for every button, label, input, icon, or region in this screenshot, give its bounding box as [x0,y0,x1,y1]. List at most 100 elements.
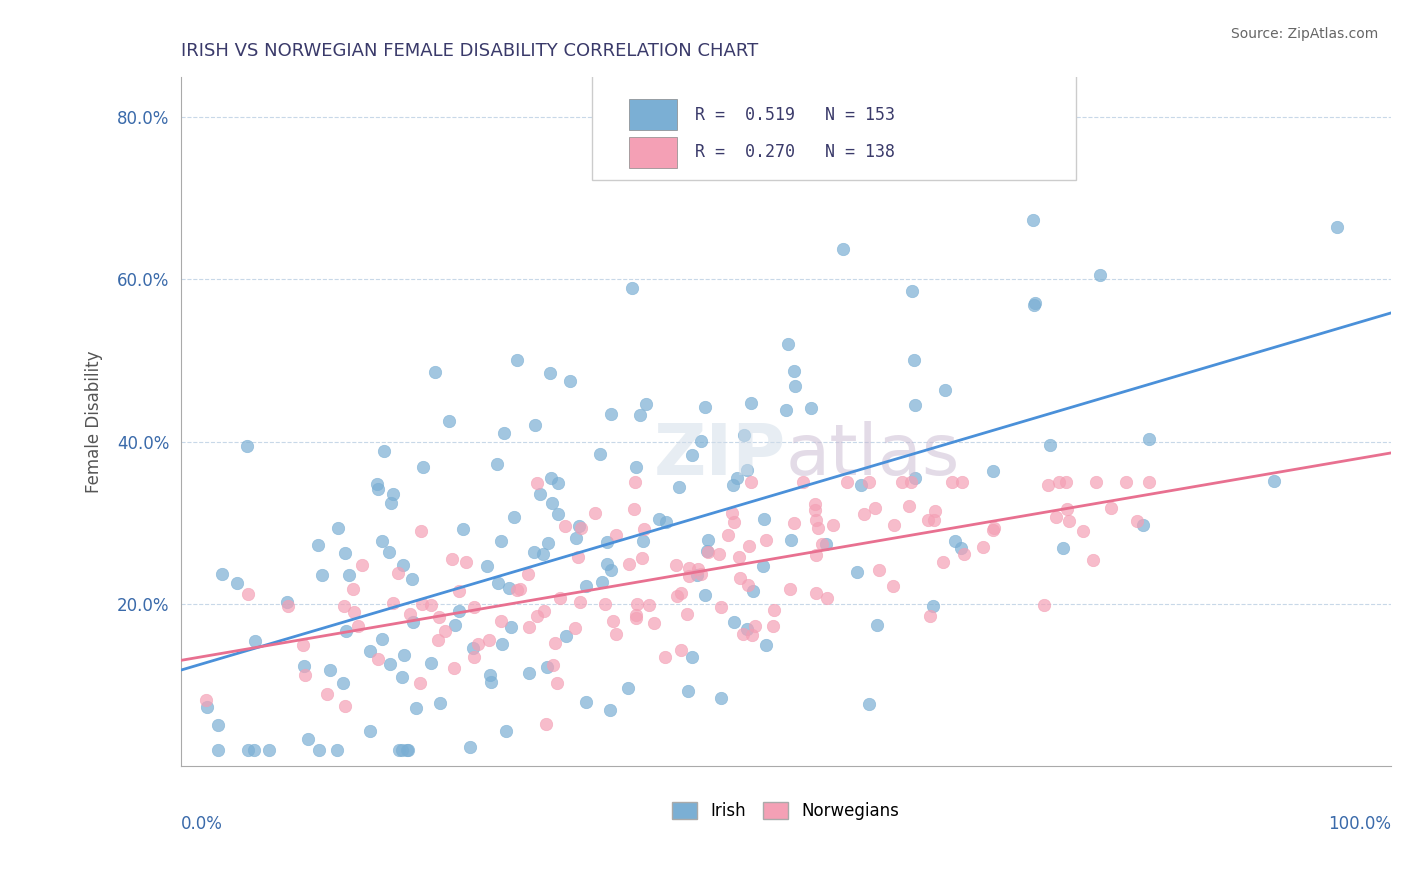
Point [325,743,347,757]
Point [311,568,333,582]
Point [350,558,373,572]
Point [524,417,547,432]
Point [543,657,565,672]
Point [596,557,619,571]
Point [681,649,703,664]
Point [373,444,395,458]
Point [624,607,647,622]
Point [744,618,766,632]
Point [453,523,475,537]
Point [449,584,471,599]
Point [1326,220,1348,235]
Point [1054,475,1077,490]
FancyBboxPatch shape [628,99,676,130]
Point [920,608,942,623]
Point [207,718,229,732]
Point [637,598,659,612]
Point [554,519,576,533]
Point [371,632,394,646]
Point [541,496,564,510]
Point [564,622,586,636]
Point [752,558,775,573]
Point [1115,475,1137,490]
Point [1085,475,1108,490]
Point [981,523,1004,537]
Point [503,510,526,524]
Point [409,676,432,690]
Point [377,545,399,559]
Point [903,353,925,368]
Point [506,582,529,597]
Point [934,383,956,397]
Point [1071,524,1094,539]
Point [931,556,953,570]
Point [849,478,872,492]
Point [596,534,619,549]
Point [425,365,447,379]
Point [548,591,571,605]
Legend: Irish, Norwegians: Irish, Norwegians [666,796,905,827]
Point [626,611,648,625]
Point [665,558,688,572]
Point [678,569,700,583]
Point [605,627,627,641]
Point [815,591,838,605]
Point [569,595,592,609]
Point [402,615,425,629]
Point [717,527,740,541]
Point [395,743,418,757]
Point [381,596,404,610]
Point [291,638,314,652]
Point [669,643,692,657]
Point [335,698,357,713]
Point [366,477,388,491]
Point [405,701,427,715]
Point [318,663,340,677]
Point [972,540,994,554]
Point [690,434,713,448]
Point [517,620,540,634]
Point [775,403,797,417]
Point [832,242,855,256]
Point [693,400,716,414]
Point [583,506,606,520]
Point [342,582,364,596]
Point [890,475,912,490]
Point [426,632,449,647]
Point [599,703,621,717]
Point [686,567,709,582]
Point [697,533,720,548]
Point [762,619,785,633]
Point [783,516,806,531]
Point [569,520,592,534]
Point [534,717,557,731]
Text: R =  0.270   N = 138: R = 0.270 N = 138 [695,144,896,161]
Point [602,614,624,628]
Point [815,537,838,551]
Text: ZIP: ZIP [654,421,786,491]
Point [529,487,551,501]
Point [1056,502,1078,516]
Point [333,599,356,613]
Point [443,661,465,675]
Point [949,541,972,555]
Point [900,284,922,298]
Point [681,448,703,462]
Point [807,521,830,535]
Point [540,470,562,484]
Point [605,528,627,542]
Point [617,557,640,571]
Point [799,401,821,416]
Point [731,626,754,640]
Point [599,564,621,578]
Point [654,649,676,664]
Point [575,579,598,593]
Point [533,604,555,618]
Point [238,587,260,601]
Point [526,609,548,624]
Point [665,589,688,603]
Point [1032,598,1054,612]
Point [741,628,763,642]
Point [537,536,560,550]
Point [710,691,733,706]
